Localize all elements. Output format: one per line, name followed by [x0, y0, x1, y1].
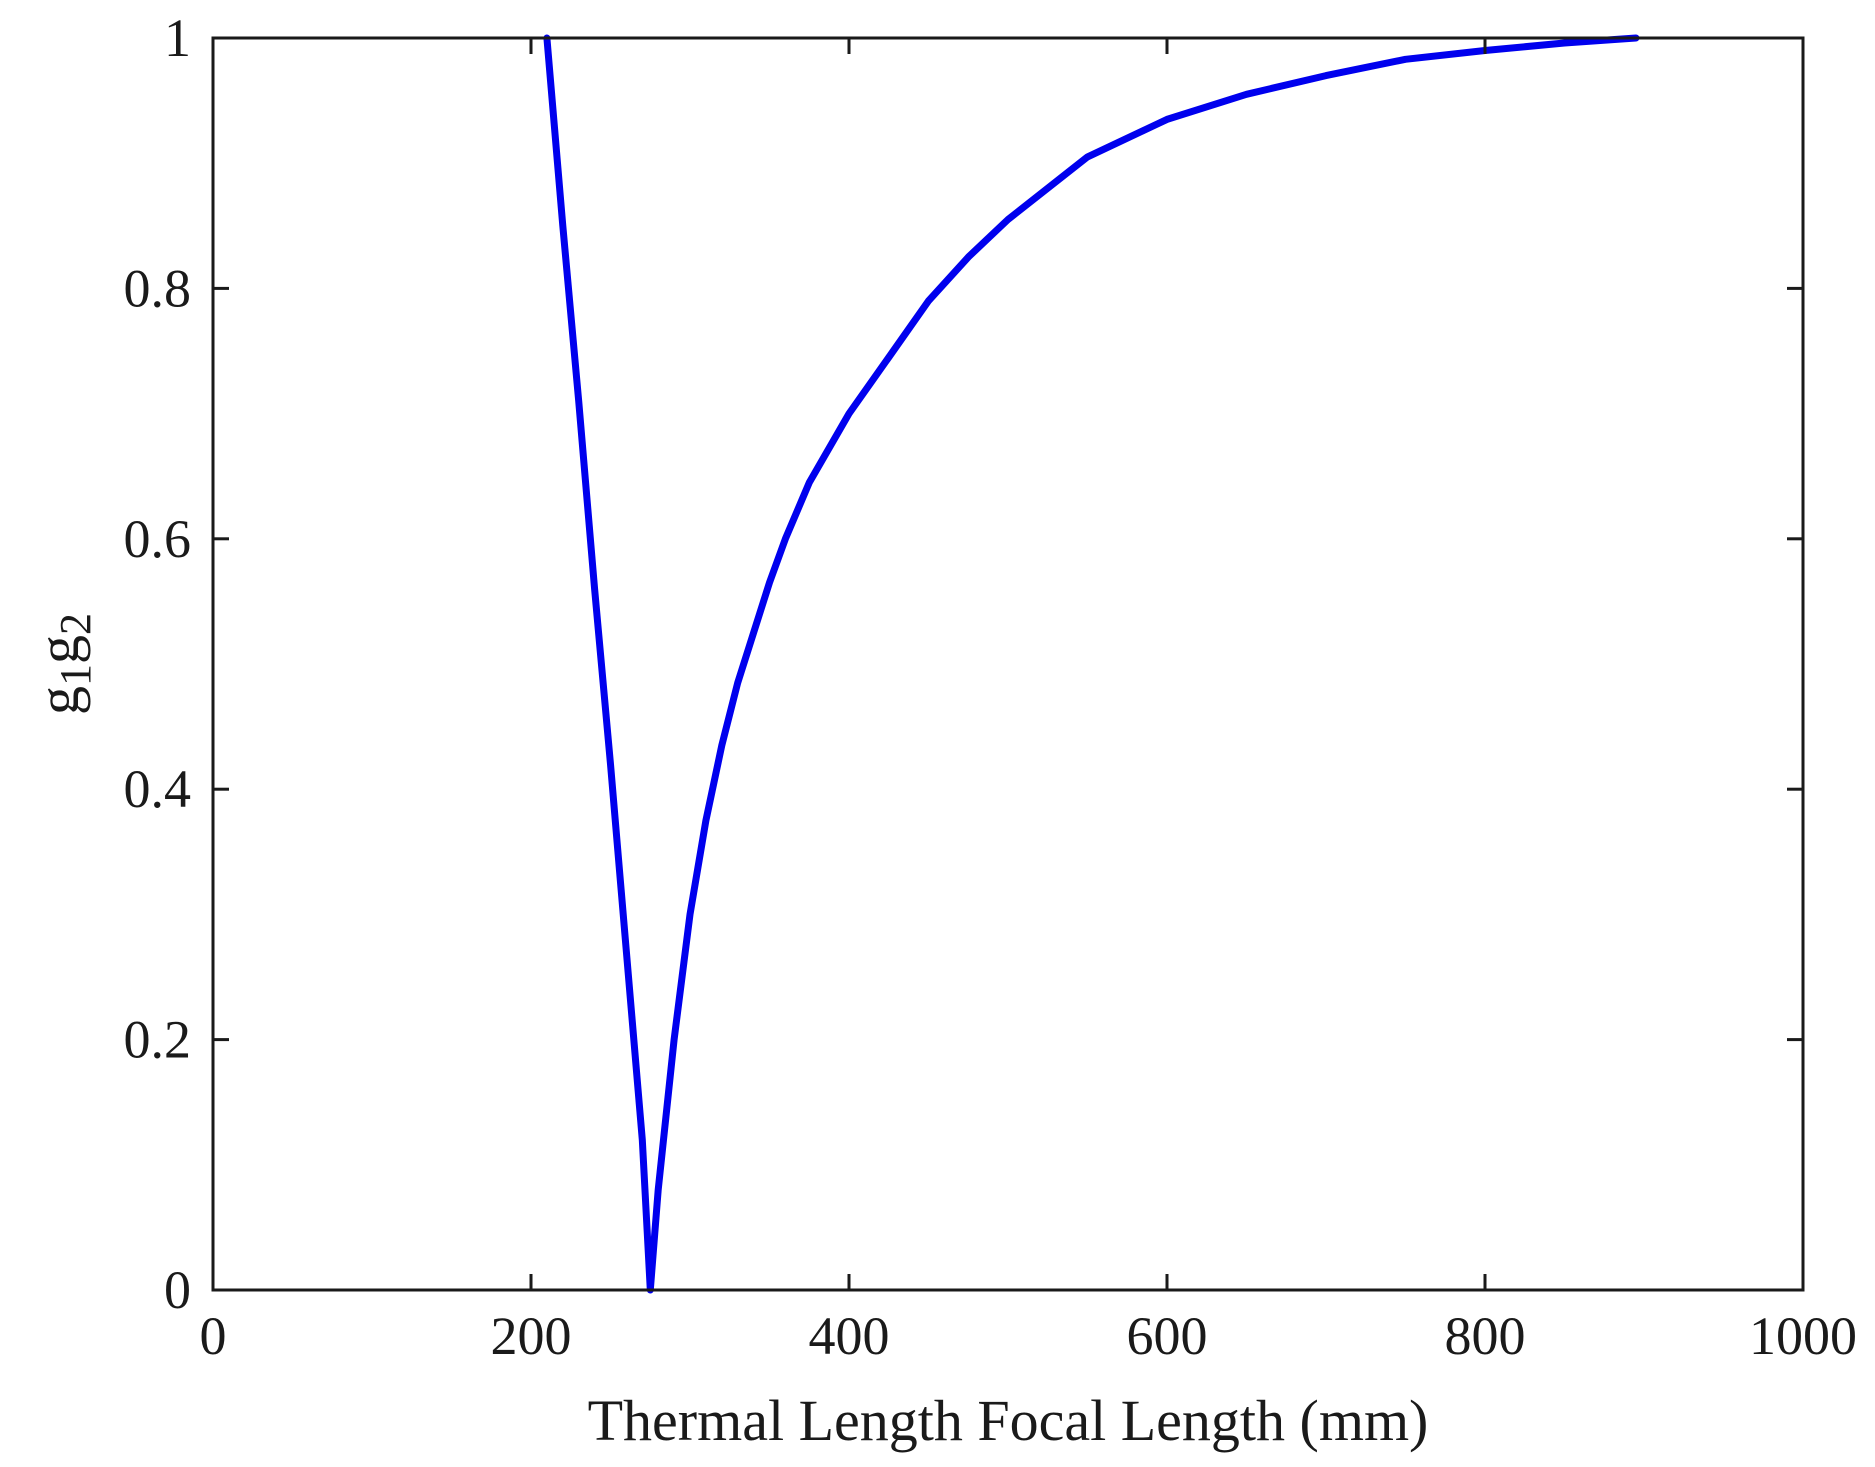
x-tick-label: 800	[1445, 1306, 1526, 1366]
x-tick-label: 600	[1127, 1306, 1208, 1366]
y-axis-title-sub2: 2	[51, 613, 100, 635]
y-tick-label: 0.6	[124, 509, 192, 569]
plot-area-frame	[211, 36, 1805, 1292]
y-axis-title-sub1: 1	[51, 664, 100, 686]
y-tick-label: 0.4	[124, 759, 192, 819]
x-tick-label: 200	[491, 1306, 572, 1366]
tick-layer: 0 200 400 600 800 1000 0 0.2 0.4 0.6 0.8 1	[124, 8, 1858, 1366]
y-tick-label: 1	[164, 8, 191, 68]
y-tick-label: 0.8	[124, 258, 192, 318]
x-axis-title: Thermal Length Focal Length (mm)	[588, 1388, 1429, 1453]
y-axis-title-g1: g	[26, 686, 91, 715]
y-tick-label: 0.2	[124, 1010, 192, 1070]
y-axis-title-g2: g	[26, 635, 91, 664]
y-axis-title: g1g2	[26, 613, 100, 715]
x-tick-label: 400	[809, 1306, 890, 1366]
x-tick-label: 0	[200, 1306, 227, 1366]
y-tick-label: 0	[164, 1260, 191, 1320]
series-line	[543, 34, 1640, 1294]
x-tick-label: 1000	[1749, 1306, 1857, 1366]
series-layer	[543, 34, 1640, 1294]
